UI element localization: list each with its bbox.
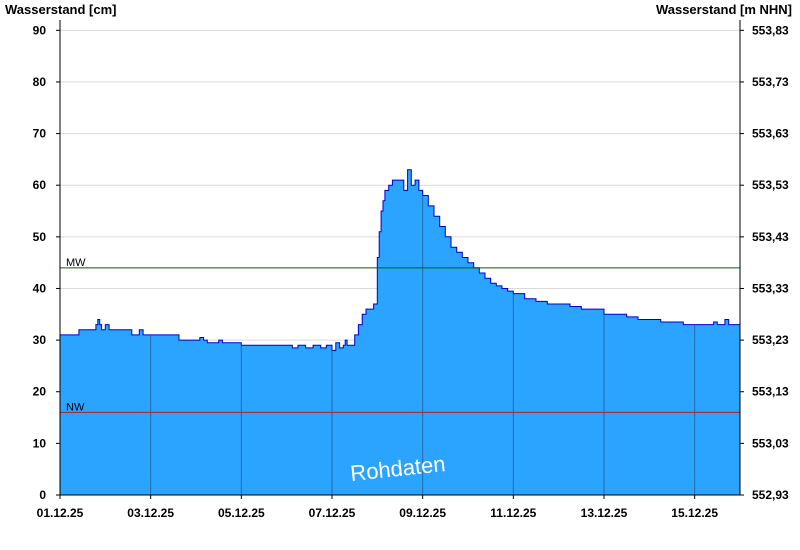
x-tick-label: 11.12.25 (490, 506, 536, 520)
axes (59, 20, 741, 496)
left-axis-ticks: 0 10 20 30 40 50 60 70 80 90 (33, 23, 60, 502)
x-tick-label: 01.12.25 (37, 506, 84, 520)
y-tick-label: 80 (33, 75, 47, 89)
y-tick-label: 70 (33, 127, 47, 141)
x-tick-label: 09.12.25 (399, 506, 446, 520)
y-tick-label: 60 (33, 178, 47, 192)
y-tick-label: 0 (39, 488, 46, 502)
x-tick-label: 03.12.25 (127, 506, 174, 520)
y2-tick-label: 552,93 (752, 488, 789, 502)
y2-tick-label: 553,33 (752, 281, 789, 295)
y-tick-label: 30 (33, 333, 47, 347)
right-axis-ticks: 552,93 553,03 553,13 553,23 553,33 553,43 553,… (740, 23, 789, 502)
water-level-area (60, 169, 740, 495)
x-tick-label: 07.12.25 (309, 506, 356, 520)
reference-lines: MW NW (60, 257, 740, 413)
x-tick-label: 13.12.25 (581, 506, 628, 520)
y2-tick-label: 553,43 (752, 230, 789, 244)
y2-tick-label: 553,13 (752, 385, 789, 399)
y2-tick-label: 553,73 (752, 75, 789, 89)
y2-tick-label: 553,53 (752, 178, 789, 192)
reference-label-nw: NW (66, 401, 85, 413)
vertical-grid (150, 195, 696, 495)
x-axis-ticks: 01.12.25 03.12.25 05.12.25 07.12.25 09.12.25… (37, 495, 718, 520)
reference-label-mw: MW (66, 257, 86, 269)
y2-tick-label: 553,03 (752, 436, 789, 450)
y2-tick-label: 553,63 (752, 127, 789, 141)
water-level-line (60, 169, 740, 351)
y-tick-label: 50 (33, 230, 47, 244)
y-tick-label: 10 (33, 436, 47, 450)
y2-tick-label: 553,83 (752, 23, 789, 37)
y-tick-label: 40 (33, 281, 47, 295)
right-axis-title: Wasserstand [m NHN] (656, 2, 792, 17)
y-tick-label: 90 (33, 23, 47, 37)
x-tick-label: 05.12.25 (218, 506, 265, 520)
x-tick-label: 15.12.25 (671, 506, 718, 520)
y2-tick-label: 553,23 (752, 333, 789, 347)
y-tick-label: 20 (33, 385, 47, 399)
left-axis-title: Wasserstand [cm] (5, 2, 117, 17)
